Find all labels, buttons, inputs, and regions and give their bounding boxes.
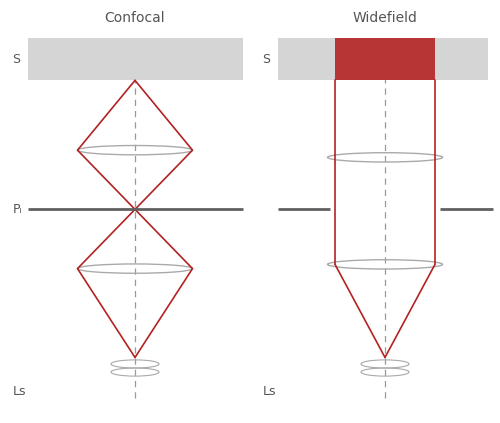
Bar <box>335 38 435 80</box>
Text: Pᵢ: Pᵢ <box>12 203 22 216</box>
Text: S: S <box>12 53 20 66</box>
Bar <box>278 38 488 80</box>
Text: Widefield: Widefield <box>352 11 418 25</box>
Text: Ls: Ls <box>12 385 26 398</box>
Bar <box>28 38 242 80</box>
Text: S: S <box>262 53 270 66</box>
Text: Ls: Ls <box>262 385 276 398</box>
Text: Confocal: Confocal <box>104 11 166 25</box>
